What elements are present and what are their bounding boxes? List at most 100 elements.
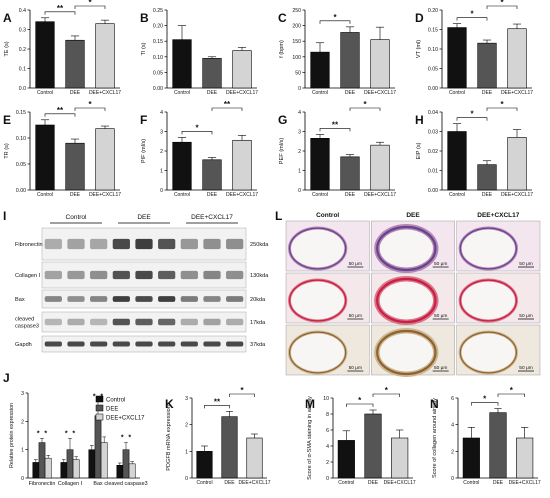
blot-band	[67, 270, 85, 280]
airway-lumen	[379, 333, 434, 372]
blot-size-label: 20kda	[250, 297, 266, 303]
y-tick-label: 0	[21, 476, 24, 482]
airway-lumen	[291, 229, 345, 268]
y-tick-label: 1	[21, 448, 24, 454]
x-tick-label: Control	[449, 90, 465, 96]
significance-label: **	[224, 100, 231, 109]
histology-group-label: Control	[316, 212, 339, 219]
blot-band	[135, 270, 153, 280]
histology-tile-ihc: 50 μm	[371, 324, 455, 377]
blot-band	[135, 238, 153, 250]
y-tick-label: 0.05	[16, 162, 26, 168]
blot-protein-label: caspase3	[15, 324, 39, 330]
scale-bar-label: 50 μm	[519, 313, 532, 319]
y-tick-label: 1	[298, 169, 301, 175]
y-axis-label: PIF (ml/s)	[141, 139, 147, 163]
airway-lumen	[379, 281, 434, 320]
significance-label: *	[93, 394, 96, 401]
blot-band	[67, 238, 85, 250]
x-tick-label: Control	[312, 90, 328, 96]
bar-dee	[364, 413, 382, 479]
legend-swatch	[95, 413, 104, 421]
panel-e: E 0.00 0.05 0.10 0.15 TR (s) Control DEE DEE+CXC…	[3, 100, 121, 198]
panel-c: C 0 50 100 150 200 250 f (bpm) Control DEE DEE+CXC…	[278, 8, 396, 96]
panel-letter-e: E	[3, 113, 11, 127]
panel-letter-c: C	[278, 11, 287, 25]
blot-band	[203, 318, 221, 326]
bar-dee	[202, 58, 222, 89]
y-tick-label: 3	[185, 396, 188, 402]
blot-band	[180, 318, 198, 326]
scale-bar-label: 50 μm	[349, 365, 362, 371]
y-tick-label: 0.03	[428, 130, 438, 136]
blot-band	[203, 238, 221, 250]
y-tick-label: 6	[451, 396, 454, 402]
significance-label: *	[483, 395, 487, 404]
bar-dee-cxcl17	[507, 137, 527, 191]
significance-label: *	[195, 123, 199, 132]
panel-letter-d: D	[415, 11, 424, 25]
bar-control	[337, 440, 355, 479]
y-tick-label: 3	[298, 130, 301, 136]
significance-bracket	[346, 403, 374, 407]
x-tick-label: DEE+CXCL17	[89, 192, 121, 198]
significance-label: **	[57, 106, 64, 115]
bar-dee-cxcl17	[370, 39, 390, 89]
x-tick-label: Control	[174, 192, 190, 198]
blot-row-fibronectin: Fibronectin 250kda	[15, 227, 269, 261]
bar-control	[172, 141, 192, 191]
bar-dee	[94, 415, 102, 479]
significance-label: *	[358, 396, 362, 405]
x-tick-label: Control	[174, 90, 190, 96]
panel-b: B 0.00 0.05 0.10 0.15 0.20 0.25 TI (s) Control DE…	[140, 8, 258, 96]
y-tick-label: 0.00	[153, 86, 163, 92]
y-tick-label: 0.00	[428, 188, 438, 194]
blot-protein-label: Collagen Ⅰ	[15, 273, 41, 279]
blot-band	[158, 341, 176, 347]
bar-control	[35, 21, 55, 89]
airway-stain	[289, 227, 347, 270]
x-tick-label: DEE+CXCL17	[501, 192, 533, 198]
bar-dee-cxcl17	[516, 437, 534, 479]
significance-label: *	[240, 386, 244, 395]
significance-label: *	[363, 100, 367, 109]
blot-band	[90, 318, 108, 326]
blot-protein-label: Gapdh	[15, 342, 32, 348]
x-tick-label: DEE+CXCL17	[364, 90, 396, 96]
y-axis-label: EIP (s)	[416, 142, 422, 159]
x-tick-label: Fibronectin	[29, 481, 56, 487]
panel-letter-j: J	[3, 371, 10, 385]
blot-band	[158, 238, 176, 250]
bar-control	[310, 51, 330, 89]
y-tick-label: 2	[451, 449, 454, 455]
legend-label: DEE+CXCL17	[106, 416, 145, 422]
bar-dee	[477, 42, 497, 89]
y-tick-label: 250	[292, 8, 301, 14]
y-tick-label: 2	[298, 149, 301, 155]
legend-label: Control	[106, 398, 125, 404]
panel-letter-h: H	[415, 113, 424, 127]
blot-size-label: 130kda	[250, 273, 269, 279]
x-tick-label: DEE+CXCL17	[226, 90, 258, 96]
y-tick-label: 0.3	[19, 28, 26, 34]
blot-band	[90, 238, 108, 250]
blot-band	[112, 238, 130, 250]
panel-i-western-blot: I Control DEE DEE+CXCL17 Fibronectin 250kda Co…	[3, 209, 269, 353]
significance-bracket	[349, 107, 381, 111]
significance-label: *	[470, 10, 474, 19]
blot-band	[112, 341, 130, 347]
blot-band	[135, 341, 153, 347]
panel-h: H 0.00 0.01 0.02 0.03 0.04 EIP (s) Control DEE DE…	[415, 100, 533, 198]
blot-size-label: 37kda	[250, 342, 266, 348]
airway-lumen	[291, 281, 345, 320]
significance-bracket	[74, 107, 106, 111]
significance-bracket	[319, 20, 351, 24]
bar-dee	[202, 159, 222, 191]
y-tick-label: 1	[185, 449, 188, 455]
blot-size-label: 250kda	[250, 242, 269, 248]
x-tick-label: DEE+CXCL17	[501, 90, 533, 96]
y-tick-label: 0	[298, 86, 301, 92]
scale-bar-label: 50 μm	[434, 365, 447, 371]
y-tick-label: 0.25	[153, 8, 163, 14]
blot-band	[226, 318, 244, 326]
